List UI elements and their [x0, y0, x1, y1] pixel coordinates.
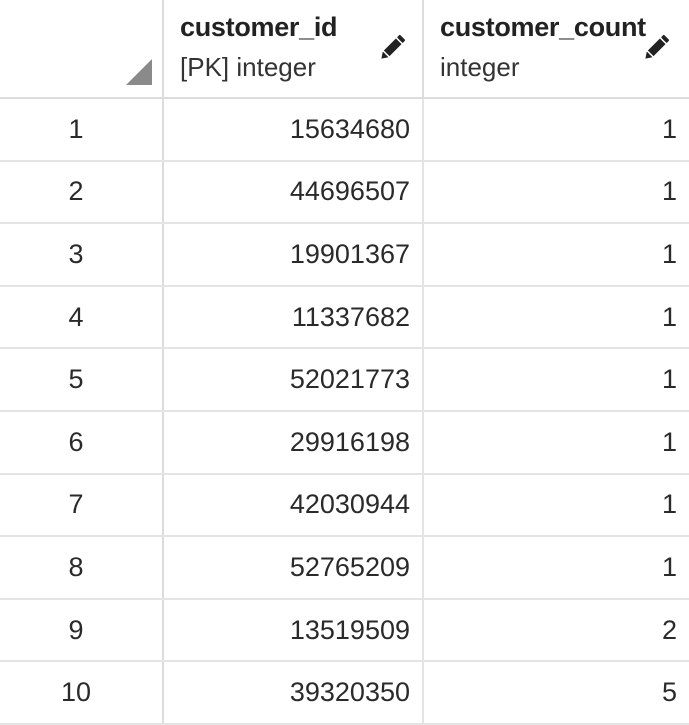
row-number[interactable]: 1	[0, 99, 164, 160]
column-name: customer_id	[180, 12, 338, 42]
cell-customer-id[interactable]: 29916198	[164, 411, 424, 473]
cell-customer-count[interactable]: 2	[661, 614, 677, 645]
cell-customer-id[interactable]: 11337682	[164, 286, 424, 348]
cell-customer-count[interactable]: 1	[661, 301, 677, 332]
cell-customer-count[interactable]: 1	[661, 113, 677, 144]
table-row[interactable]: 9 13519509 2	[0, 599, 689, 663]
column-name: customer_count	[440, 12, 646, 42]
row-number[interactable]: 7	[0, 474, 164, 536]
cell-customer-id[interactable]: 39320350	[164, 662, 424, 723]
pencil-icon[interactable]	[640, 32, 672, 64]
pencil-icon[interactable]	[376, 32, 408, 64]
table-row[interactable]: 8 52765209 1	[0, 537, 689, 600]
row-number[interactable]: 9	[0, 599, 164, 661]
cell-customer-count[interactable]: 1	[661, 426, 677, 457]
cell-customer-id[interactable]: 42030944	[164, 474, 424, 536]
cell-customer-id[interactable]: 52765209	[164, 537, 424, 598]
select-all-triangle-icon[interactable]	[126, 59, 152, 85]
cell-customer-count[interactable]: 1	[661, 551, 677, 582]
column-type: [PK] integer	[180, 52, 316, 82]
table-row[interactable]: 7 42030944 1	[0, 474, 689, 538]
table-row[interactable]: 1 15634680 1	[0, 99, 689, 162]
cell-customer-id[interactable]: 13519509	[164, 599, 424, 661]
cell-customer-id[interactable]: 44696507	[164, 161, 424, 223]
row-number[interactable]: 3	[0, 224, 164, 285]
table-row[interactable]: 2 44696507 1	[0, 161, 689, 225]
table-row[interactable]: 4 11337682 1	[0, 286, 689, 350]
cell-customer-count[interactable]: 5	[661, 677, 677, 708]
grid-body: 1 15634680 1 2 44696507 1 3 19901367 1 4…	[0, 99, 689, 725]
cell-customer-id[interactable]: 15634680	[164, 99, 424, 160]
cell-customer-id[interactable]: 52021773	[164, 349, 424, 410]
cell-customer-count[interactable]: 1	[661, 364, 677, 395]
column-header-customer-count[interactable]: customer_count integer	[424, 0, 689, 97]
column-header-customer-id[interactable]: customer_id [PK] integer	[164, 0, 424, 97]
row-number[interactable]: 8	[0, 537, 164, 598]
row-number[interactable]: 2	[0, 161, 164, 223]
column-type: integer	[440, 52, 520, 82]
cell-customer-count[interactable]: 1	[661, 238, 677, 269]
table-row[interactable]: 3 19901367 1	[0, 224, 689, 287]
grid-header: customer_id [PK] integer customer_count …	[0, 0, 689, 99]
table-row[interactable]: 5 52021773 1	[0, 349, 689, 412]
cell-customer-count[interactable]: 1	[661, 176, 677, 207]
row-number[interactable]: 10	[0, 662, 164, 723]
cell-customer-count[interactable]: 1	[661, 489, 677, 520]
table-row[interactable]: 10 39320350 5	[0, 662, 689, 725]
row-number[interactable]: 5	[0, 349, 164, 410]
row-number[interactable]: 4	[0, 286, 164, 348]
cell-customer-id[interactable]: 19901367	[164, 224, 424, 285]
table-row[interactable]: 6 29916198 1	[0, 411, 689, 475]
select-all-corner[interactable]	[0, 0, 164, 97]
row-number[interactable]: 6	[0, 411, 164, 473]
